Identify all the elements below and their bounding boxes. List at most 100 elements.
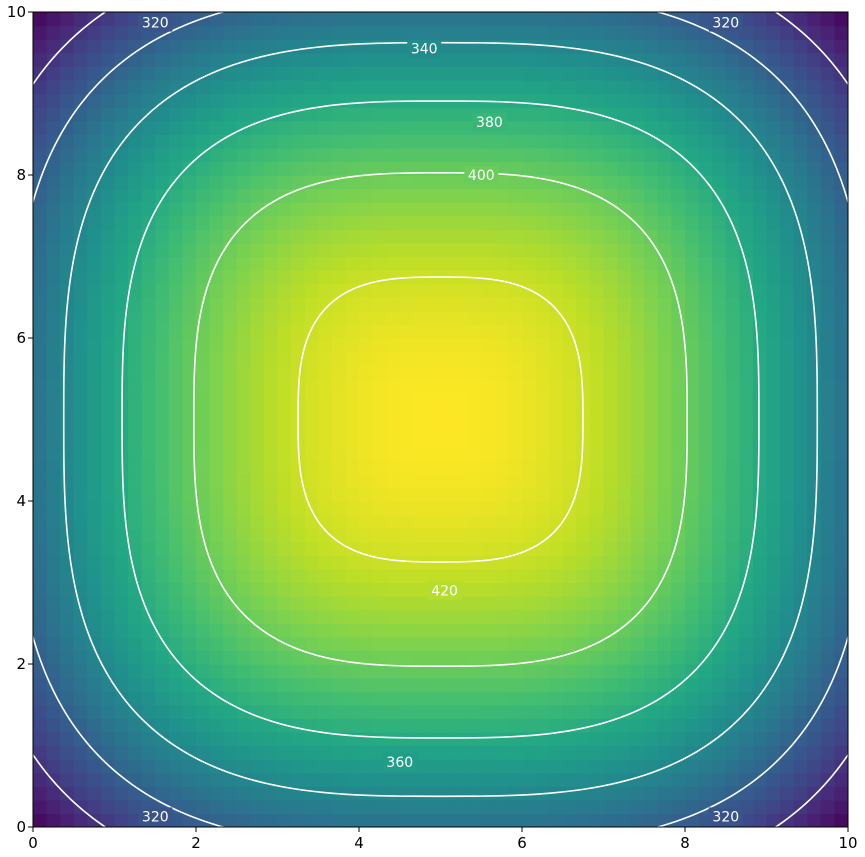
heatmap-cell (318, 351, 333, 366)
heatmap-cell (603, 514, 618, 529)
heatmap-cell (182, 270, 197, 285)
heatmap-cell (807, 772, 822, 787)
heatmap-cell (386, 338, 401, 353)
heatmap-cell (426, 338, 442, 353)
heatmap-cell (793, 664, 808, 679)
heatmap-cell (399, 555, 414, 570)
heatmap-cell (739, 351, 754, 366)
heatmap-cell (739, 501, 754, 516)
heatmap-cell (739, 772, 754, 787)
heatmap-cell (576, 175, 591, 190)
heatmap-cell (467, 297, 482, 312)
heatmap-cell (168, 93, 184, 108)
heatmap-cell (522, 718, 537, 733)
heatmap-cell (644, 731, 659, 747)
heatmap-cell (725, 664, 740, 679)
heatmap-cell (603, 283, 618, 298)
heatmap-cell (630, 378, 645, 393)
heatmap-cell (644, 175, 659, 190)
heatmap-cell (331, 392, 347, 407)
heatmap-cell (73, 107, 88, 122)
heatmap-cell (576, 147, 591, 163)
heatmap-cell (168, 215, 184, 230)
heatmap-cell (318, 704, 333, 719)
heatmap-cell (589, 283, 605, 298)
heatmap-cell (739, 691, 754, 706)
heatmap-cell (291, 93, 306, 108)
heatmap-cell (671, 93, 686, 108)
heatmap-cell (128, 664, 143, 679)
heatmap-cell (345, 731, 360, 747)
heatmap-cell (182, 25, 197, 40)
heatmap-cell (331, 25, 347, 40)
heatmap-cell (168, 419, 184, 434)
heatmap-cell (413, 107, 428, 122)
heatmap-cell (617, 799, 632, 815)
heatmap-cell (603, 596, 618, 611)
heatmap-cell (196, 120, 211, 135)
heatmap-cell (657, 52, 673, 67)
heatmap-cell (168, 446, 184, 461)
heatmap-cell (481, 310, 496, 326)
heatmap-cell (128, 283, 143, 298)
heatmap-cell (508, 52, 523, 67)
heatmap-cell (291, 691, 306, 706)
heatmap-cell (318, 772, 333, 787)
heatmap-cell (603, 215, 618, 230)
heatmap-cell (277, 215, 292, 230)
heatmap-cell (549, 704, 564, 719)
heatmap-cell (725, 338, 740, 353)
heatmap-cell (793, 650, 808, 665)
heatmap-cell (426, 405, 442, 421)
heatmap-cell (698, 731, 713, 747)
heatmap-cell (494, 405, 510, 421)
heatmap-cell (752, 487, 768, 502)
heatmap-cell (562, 405, 577, 421)
heatmap-cell (114, 501, 129, 516)
heatmap-cell (359, 215, 374, 230)
heatmap-cell (236, 731, 251, 747)
heatmap-cell (576, 446, 591, 461)
heatmap-cell (576, 229, 591, 244)
heatmap-cell (277, 541, 292, 556)
heatmap-cell (589, 528, 605, 543)
heatmap-cell (617, 39, 632, 54)
heatmap-cell (535, 66, 550, 81)
heatmap-cell (114, 718, 129, 733)
heatmap-cell (535, 433, 550, 448)
heatmap-cell (725, 555, 740, 570)
heatmap-cell (657, 623, 673, 638)
heatmap-cell (494, 338, 510, 353)
heatmap-cell (263, 120, 279, 135)
heatmap-cell (685, 256, 700, 271)
heatmap-cell (752, 759, 768, 774)
heatmap-cell (481, 596, 496, 611)
heatmap-cell (712, 704, 727, 719)
heatmap-cell (522, 66, 537, 81)
heatmap-cell (481, 338, 496, 353)
heatmap-cell (603, 691, 618, 706)
heatmap-cell (114, 745, 129, 760)
heatmap-cell (467, 188, 482, 203)
heatmap-cell (128, 338, 143, 353)
heatmap-cell (589, 419, 605, 434)
heatmap-cell (318, 120, 333, 135)
heatmap-cell (426, 120, 442, 135)
heatmap-cell (372, 419, 387, 434)
heatmap-cell (413, 297, 428, 312)
contour-label: 420 (431, 584, 458, 600)
heatmap-cell (671, 473, 686, 489)
heatmap-cell (168, 609, 184, 624)
heatmap-cell (60, 79, 75, 95)
heatmap-cell (454, 568, 469, 584)
heatmap-cell (698, 541, 713, 556)
heatmap-cell (399, 161, 414, 176)
heatmap-cell (685, 120, 700, 135)
heatmap-cell (780, 134, 795, 149)
heatmap-cell (331, 405, 347, 421)
heatmap-cell (685, 650, 700, 665)
heatmap-cell (263, 229, 279, 244)
heatmap-cell (413, 229, 428, 244)
heatmap-cell (331, 718, 347, 733)
heatmap-cell (236, 365, 251, 380)
